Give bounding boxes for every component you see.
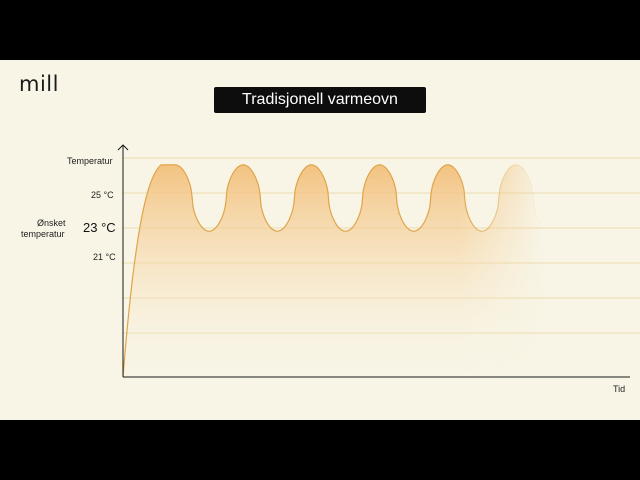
target-caption-line1: Ønsket [37,218,66,228]
chart-title: Tradisjonell varmeovn [214,87,426,113]
tick-label-21: 21 °C [93,252,116,262]
target-value-label: 23 °C [83,220,116,235]
brand-logo: mill [19,72,59,96]
series-line [122,164,546,378]
x-axis-label: Tid [613,384,626,394]
series-fill [123,164,545,377]
y-axis-arrow [117,144,129,151]
letterbox-bottom [0,420,640,480]
series-group [122,164,546,378]
target-caption-line2: temperatur [21,229,65,239]
letterbox-top [0,0,640,60]
tick-label-25: 25 °C [91,190,114,200]
y-axis-label: Temperatur [67,156,113,166]
